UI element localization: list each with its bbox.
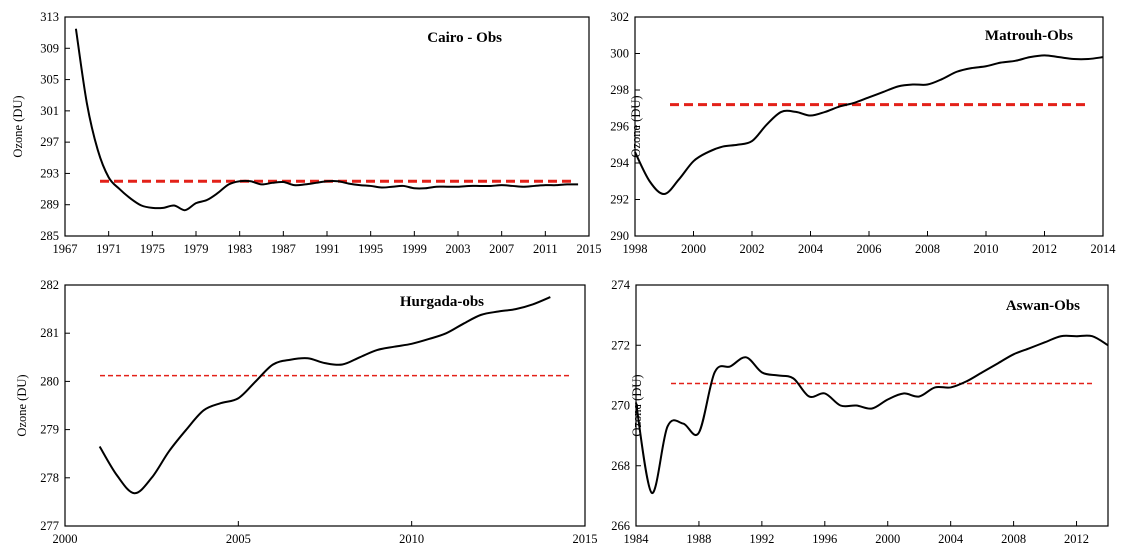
x-tick-label: 2007 <box>489 242 514 256</box>
x-tick-label: 1999 <box>402 242 427 256</box>
y-tick-label: 302 <box>610 10 629 24</box>
x-tick-label: 1992 <box>749 532 774 543</box>
y-tick-label: 270 <box>611 399 630 413</box>
y-tick-label: 277 <box>40 519 59 533</box>
x-tick-label: 1967 <box>53 242 78 256</box>
x-tick-label: 2008 <box>1001 532 1026 543</box>
y-tick-label: 268 <box>611 459 630 473</box>
x-tick-label: 1995 <box>358 242 383 256</box>
x-tick-label: 2015 <box>573 532 598 543</box>
y-tick-label: 305 <box>40 73 59 87</box>
x-tick-label: 1975 <box>140 242 165 256</box>
x-tick-label: 2010 <box>974 242 999 256</box>
y-tick-label: 290 <box>610 229 629 243</box>
x-tick-label: 2000 <box>875 532 900 543</box>
x-tick-label: 2005 <box>226 532 251 543</box>
x-tick-label: 2011 <box>533 242 558 256</box>
panel-cairo: 285 289 293 297 301 305 309 313 1967 1971 1975 1979… <box>11 10 602 256</box>
y-tick-label: 292 <box>610 193 629 207</box>
plot-frame <box>64 284 586 527</box>
x-tick-label: 2015 <box>577 242 602 256</box>
y-tick-label: 294 <box>610 156 630 170</box>
x-tick-label: 1996 <box>812 532 837 543</box>
y-tick-label: 274 <box>611 278 631 292</box>
x-tick-label: 2012 <box>1064 532 1089 543</box>
panel-aswan: 266 268 270 272 274 1984 1988 1992 1996 2000 2004 2… <box>611 278 1109 543</box>
x-tick-label: 2004 <box>798 242 824 256</box>
y-tick-label: 298 <box>610 83 629 97</box>
y-tick-label: 297 <box>40 135 59 149</box>
panel-matrouh: 290 292 294 296 298 300 302 1998 2000 2002 2004 200… <box>610 10 1116 256</box>
y-tick-label: 309 <box>40 41 59 55</box>
y-tick-label: 301 <box>40 104 59 118</box>
y-tick-label: 272 <box>611 338 630 352</box>
y-tick-label: 278 <box>40 471 59 485</box>
x-tick-label: 2000 <box>53 532 78 543</box>
y-axis-label: Ozone (DU) <box>15 374 29 436</box>
panel-title: Cairo - Obs <box>427 30 502 46</box>
x-tick-label: 1983 <box>227 242 252 256</box>
y-axis-label: Ozone (DU) <box>629 95 643 157</box>
y-tick-label: 279 <box>40 423 59 437</box>
x-tick-label: 1987 <box>271 242 296 256</box>
x-tick-label: 1988 <box>686 532 711 543</box>
y-tick-label: 266 <box>611 519 630 533</box>
x-tick-label: 2003 <box>446 242 471 256</box>
series-line-obs <box>74 28 579 212</box>
x-tick-label: 1979 <box>184 242 209 256</box>
y-tick-label: 280 <box>40 374 59 388</box>
y-tick-label: 300 <box>610 47 629 61</box>
x-tick-label: 1984 <box>624 532 650 543</box>
x-tick-label: 2012 <box>1032 242 1057 256</box>
panel-title: Matrouh-Obs <box>985 28 1073 44</box>
x-tick-label: 1971 <box>96 242 121 256</box>
x-tick-label: 2010 <box>399 532 424 543</box>
y-axis-label: Ozone (DU) <box>11 95 25 157</box>
x-tick-label: 1998 <box>623 242 648 256</box>
x-tick-label: 2006 <box>857 242 882 256</box>
series-line-obs <box>635 334 1109 494</box>
panel-hurgada: 277 278 279 280 281 282 2000 2005 2010 2015 Ozone … <box>15 278 598 543</box>
panel-title: Hurgada-obs <box>400 294 484 310</box>
x-tick-label: 2008 <box>915 242 940 256</box>
plot-frame <box>634 16 1104 237</box>
panel-title: Aswan-Obs <box>1006 298 1080 314</box>
x-tick-label: 2000 <box>681 242 706 256</box>
y-tick-label: 281 <box>40 326 59 340</box>
y-tick-label: 289 <box>40 198 59 212</box>
x-tick-label: 1991 <box>315 242 340 256</box>
y-tick-label: 296 <box>610 120 629 134</box>
y-tick-label: 285 <box>40 229 59 243</box>
y-tick-label: 293 <box>40 166 59 180</box>
y-tick-label: 282 <box>40 278 59 292</box>
y-tick-label: 313 <box>40 10 59 24</box>
series-line-obs <box>634 54 1104 196</box>
x-tick-label: 2002 <box>740 242 765 256</box>
plot-frame <box>64 16 590 237</box>
series-line-obs <box>98 296 551 495</box>
x-tick-label: 2014 <box>1091 242 1117 256</box>
x-tick-label: 2004 <box>938 532 964 543</box>
